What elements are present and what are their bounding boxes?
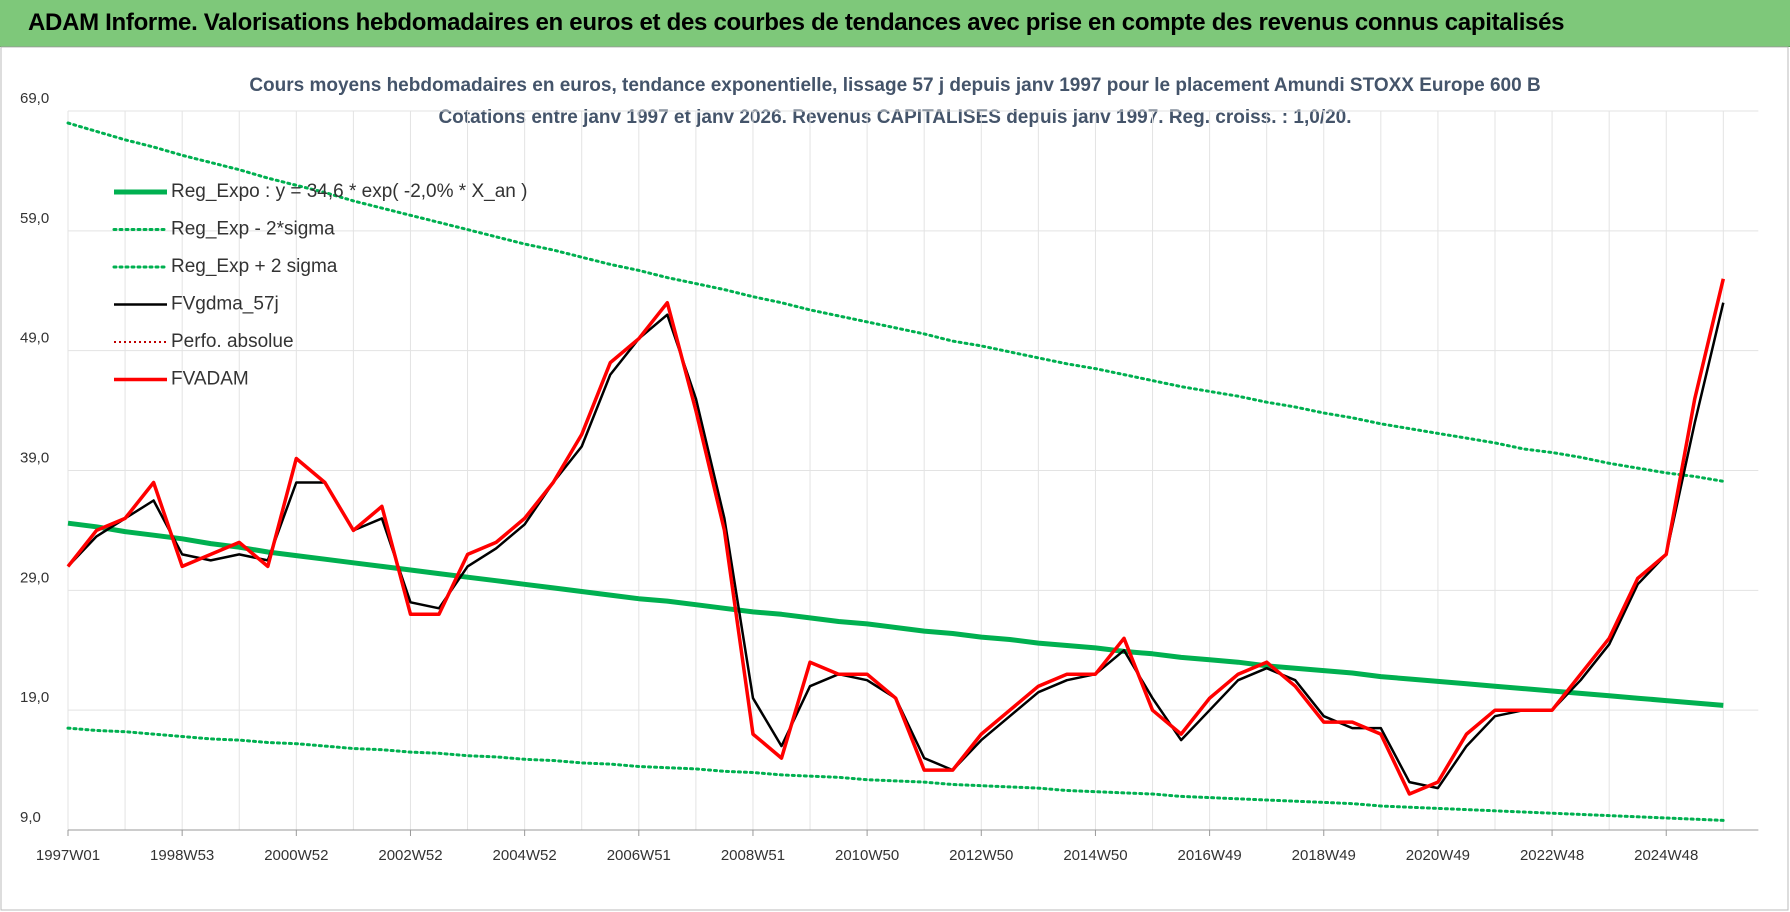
x-tick-label: 2024W48: [1634, 847, 1698, 864]
x-tick-label: 2010W50: [835, 847, 899, 864]
x-tick-label: 2004W52: [493, 847, 557, 864]
series-line: [66, 726, 1725, 822]
chart-border: [0, 46, 1789, 911]
x-tick-label: 2012W50: [949, 847, 1013, 864]
chart: Cours moyens hebdomadaires en euros, ten…: [0, 46, 1789, 911]
x-tick-label: 2020W49: [1406, 847, 1470, 864]
series-line: [66, 121, 1725, 483]
x-tick-label: 2000W52: [264, 847, 328, 864]
y-tick-label: 9,0: [20, 809, 41, 826]
y-tick-label: 29,0: [20, 569, 49, 586]
y-tick-label: 19,0: [20, 689, 49, 706]
y-tick-label: 69,0: [20, 90, 49, 107]
legend-label: Perfo. absolue: [171, 331, 294, 352]
header: ADAM Informe. Valorisations hebdomadaire…: [0, 0, 1790, 47]
series-line: [67, 302, 1725, 790]
x-tick-label: 2022W48: [1520, 847, 1584, 864]
y-tick-label: 59,0: [20, 210, 49, 227]
legend-label: Reg_Exp - 2*sigma: [171, 219, 335, 240]
x-tick-label: 2018W49: [1292, 847, 1356, 864]
legend-label: FVADAM: [171, 369, 249, 390]
legend-label: Reg_Expo : y = 34,6 * exp( -2,0% * X_an …: [171, 181, 527, 202]
y-tick-label: 39,0: [20, 449, 49, 466]
x-tick-label: 1997W01: [36, 847, 100, 864]
legend-label: Reg_Exp + 2 sigma: [171, 256, 338, 277]
x-tick-label: 2008W51: [721, 847, 785, 864]
chart-title: Cours moyens hebdomadaires en euros, ten…: [249, 75, 1540, 96]
series-line: [66, 278, 1726, 796]
header-title: ADAM Informe. Valorisations hebdomadaire…: [28, 9, 1565, 36]
legend-label: FVgdma_57j: [171, 294, 279, 315]
series-line: [67, 520, 1724, 708]
x-tick-label: 2014W50: [1063, 847, 1127, 864]
x-tick-label: 2006W51: [607, 847, 671, 864]
x-tick-label: 2002W52: [378, 847, 442, 864]
y-tick-label: 49,0: [20, 330, 49, 347]
x-tick-label: 2016W49: [1177, 847, 1241, 864]
x-tick-label: 1998W53: [150, 847, 214, 864]
chart-subtitle: Cotations entre janv 1997 et janv 2026. …: [438, 107, 1351, 128]
